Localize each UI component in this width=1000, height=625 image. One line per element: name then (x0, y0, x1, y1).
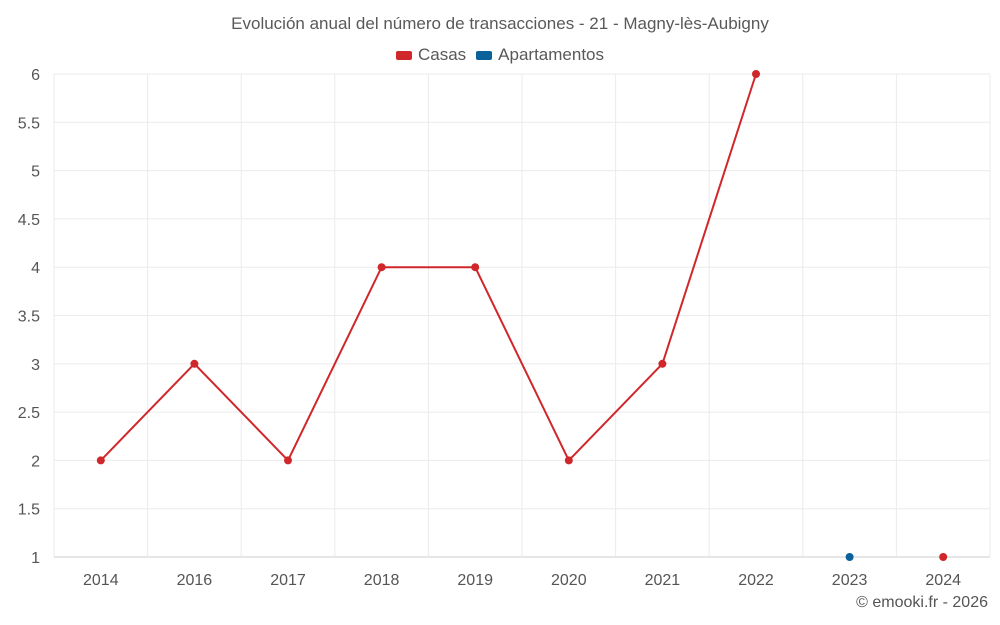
x-tick-label: 2017 (270, 572, 306, 589)
credit-text: © emooki.fr - 2026 (856, 594, 988, 611)
data-point-casas (658, 359, 667, 368)
x-tick-label: 2023 (832, 572, 868, 589)
series-line-casas (100, 73, 757, 462)
x-tick-label: 2019 (457, 572, 493, 589)
y-tick-label: 5 (31, 164, 40, 181)
data-point-casas (190, 359, 199, 368)
legend-item-apartamentos[interactable]: Apartamentos (476, 45, 604, 65)
data-point-casas (564, 456, 573, 465)
data-point-casas (377, 263, 386, 272)
y-tick-label: 1 (31, 550, 40, 567)
data-point-apartamentos (845, 553, 854, 561)
data-point-casas (939, 553, 948, 561)
y-tick-label: 4.5 (18, 212, 40, 229)
legend-swatch-casas (395, 50, 412, 60)
x-tick-label: 2020 (551, 572, 587, 589)
x-tick-label: 2018 (364, 572, 400, 589)
chart-legend: Casas Apartamentos (0, 45, 1000, 65)
y-tick-label: 4 (31, 260, 40, 277)
x-tick-label: 2024 (925, 572, 961, 589)
y-tick-label: 5.5 (18, 115, 40, 132)
legend-label-casas: Casas (417, 45, 467, 64)
legend-swatch-apartamentos (476, 50, 493, 60)
y-tick-label: 1.5 (18, 502, 40, 519)
y-tick-label: 2.5 (18, 405, 40, 422)
x-tick-label: 2016 (177, 572, 213, 589)
y-tick-label: 2 (31, 453, 40, 470)
data-point-casas (752, 70, 760, 78)
data-point-casas (96, 456, 105, 465)
x-tick-label: 2022 (738, 572, 774, 589)
y-tick-label: 3.5 (18, 309, 40, 326)
data-point-casas (471, 263, 480, 272)
x-tick-label: 2014 (83, 572, 119, 589)
data-point-casas (284, 456, 292, 465)
legend-label-apartamentos: Apartamentos (498, 45, 605, 64)
y-tick-label: 6 (31, 67, 40, 84)
x-tick-label: 2021 (645, 572, 681, 589)
legend-item-casas[interactable]: Casas (395, 45, 467, 65)
y-tick-label: 3 (31, 357, 40, 374)
chart-title: Evolución anual del número de transaccio… (231, 14, 769, 33)
